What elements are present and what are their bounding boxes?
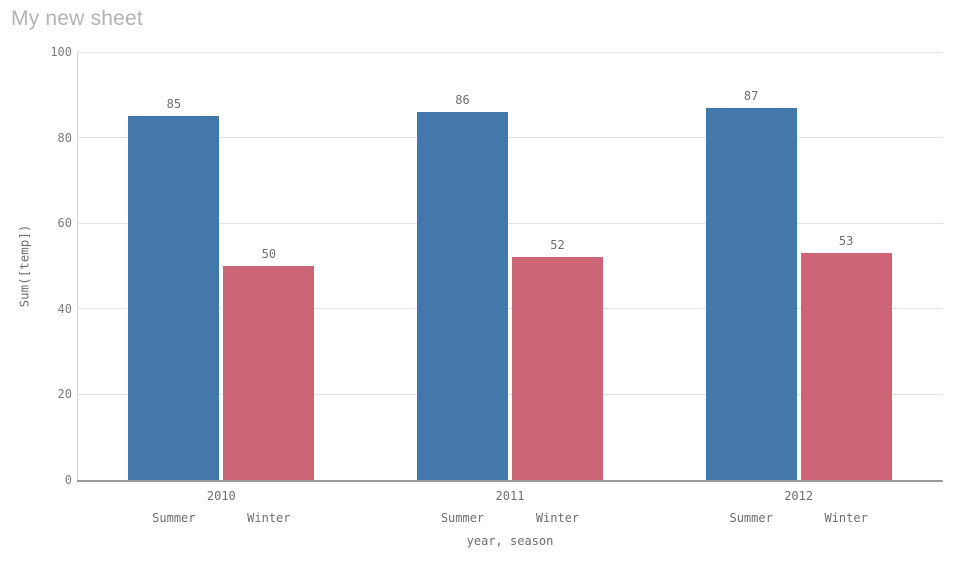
y-tick-label-0: 0 (64, 473, 72, 487)
x-tick-year-2010: 2010 (206, 489, 236, 503)
y-tick-label-60: 60 (57, 216, 72, 231)
x-tick-year-2011: 2011 (495, 489, 525, 503)
y-axis-line (77, 52, 78, 480)
gridline-40 (77, 308, 943, 310)
x-tick-season-2010-summer: Summer (152, 511, 196, 525)
value-label-2012-winter: 53 (838, 234, 854, 249)
gridline-20 (77, 393, 943, 395)
bar-2012-summer[interactable] (705, 107, 797, 480)
value-label-2011-summer: 86 (455, 92, 470, 107)
y-tick-label-100: 100 (50, 45, 72, 59)
value-label-2012-summer: 87 (743, 88, 759, 103)
bar-2011-summer[interactable] (417, 111, 508, 480)
value-label-2010-winter: 50 (261, 247, 277, 261)
bar-2011-winter[interactable] (512, 257, 603, 480)
x-tick-season-2012-winter: Winter (824, 511, 868, 525)
x-axis-title: year, season (466, 534, 554, 548)
y-tick-label-20: 20 (57, 387, 72, 402)
x-tick-season-2012-summer: Summer (729, 511, 773, 525)
y-tick-label-40: 40 (57, 301, 72, 316)
y-axis-title: Sum([temp]) (16, 224, 32, 308)
gridline-80 (77, 137, 943, 139)
gridline-100 (77, 51, 943, 53)
sheet-title: My new sheet (11, 7, 143, 30)
x-tick-season-2011-summer: Summer (440, 511, 485, 525)
value-label-2010-summer: 85 (166, 97, 182, 112)
value-label-2011-winter: 52 (550, 238, 565, 253)
bar-2010-winter[interactable] (223, 266, 315, 480)
x-tick-season-2010-winter: Winter (247, 511, 291, 525)
bar-2010-summer[interactable] (128, 116, 220, 480)
x-axis-baseline (77, 480, 943, 482)
bar-2012-winter[interactable] (800, 253, 892, 480)
x-tick-season-2011-winter: Winter (535, 511, 580, 525)
y-tick-label-80: 80 (57, 130, 72, 145)
x-tick-year-2012: 2012 (784, 489, 814, 503)
gridline-60 (77, 222, 943, 224)
